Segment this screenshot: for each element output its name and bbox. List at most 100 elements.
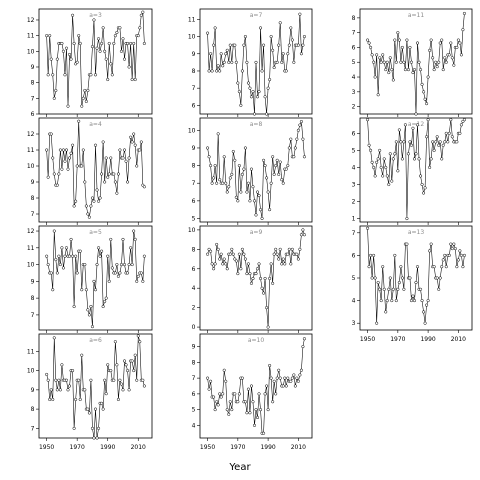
data-point (213, 408, 217, 412)
data-point (48, 397, 52, 402)
data-point (92, 279, 96, 283)
data-point (367, 41, 371, 45)
data-point (257, 392, 261, 396)
data-point (452, 242, 456, 246)
data-point (224, 262, 228, 266)
data-point (429, 157, 433, 161)
data-point (455, 45, 459, 50)
y-tick-label: 12 (27, 131, 35, 138)
data-point (258, 208, 263, 212)
data-point (434, 60, 438, 64)
data-point (432, 148, 436, 152)
data-point (78, 397, 82, 402)
y-tick-label: 6 (192, 266, 196, 273)
data-point (302, 233, 306, 237)
data-point (382, 60, 386, 64)
data-point (393, 253, 397, 257)
data-point (213, 26, 217, 30)
y-tick-label: 7 (352, 30, 356, 37)
y-tick-label: 10 (188, 127, 196, 134)
data-point (107, 172, 111, 176)
data-point (242, 167, 246, 171)
data-point (275, 60, 279, 64)
data-point (458, 41, 462, 45)
y-tick-label: 8 (31, 295, 35, 302)
data-point (115, 30, 119, 35)
data-point (277, 172, 281, 176)
y-tick-label: 5 (192, 215, 196, 222)
data-point (58, 263, 62, 267)
data-point (372, 60, 376, 64)
data-point (281, 52, 285, 56)
data-point (295, 137, 299, 141)
data-point (222, 60, 226, 64)
data-point (372, 253, 376, 257)
data-point (51, 156, 55, 160)
data-point (391, 287, 395, 291)
data-point (447, 253, 451, 257)
data-point (262, 431, 266, 435)
y-tick-label: 8 (192, 68, 196, 75)
panel-frame (199, 117, 313, 223)
data-point (215, 400, 219, 404)
data-point (206, 376, 210, 380)
data-point (206, 252, 210, 256)
data-point (260, 286, 264, 290)
data-point (69, 57, 73, 61)
data-point (299, 52, 303, 56)
data-point (124, 159, 128, 163)
data-point (289, 379, 293, 383)
data-point (222, 257, 226, 261)
data-point (45, 148, 49, 152)
panels-group: a=36789101112a=767891011a=112345678a=478… (27, 8, 473, 451)
data-point (243, 257, 247, 261)
data-point (106, 254, 110, 258)
data-point (142, 185, 146, 189)
data-point (420, 299, 424, 303)
data-point (378, 56, 382, 60)
data-point (218, 178, 222, 182)
data-point (115, 191, 119, 195)
data-point (251, 276, 255, 281)
data-point (210, 262, 214, 266)
x-tick-label: 2010 (131, 444, 146, 451)
data-point (100, 401, 104, 405)
data-point (462, 11, 466, 15)
data-point (45, 254, 49, 258)
data-point (388, 56, 392, 60)
data-point (92, 436, 96, 440)
y-tick-label: 8 (192, 163, 196, 170)
data-point (289, 137, 293, 141)
data-point (369, 148, 373, 152)
data-point (142, 384, 146, 388)
y-tick-label: 10 (188, 227, 196, 234)
data-point (462, 118, 466, 122)
panel-frame (38, 333, 153, 439)
data-point (112, 378, 116, 382)
data-point (409, 299, 414, 303)
data-point (207, 247, 211, 251)
data-point (447, 53, 451, 57)
data-point (139, 271, 143, 275)
data-point (280, 262, 284, 266)
data-point (101, 407, 105, 411)
data-point (301, 228, 305, 232)
data-point (461, 28, 465, 32)
data-point (418, 287, 423, 291)
data-point (135, 164, 139, 168)
data-point (254, 272, 258, 276)
data-point (423, 97, 427, 101)
data-point (376, 93, 380, 97)
data-point (455, 265, 459, 269)
data-point (245, 190, 249, 194)
data-point (86, 308, 90, 312)
data-point (228, 43, 232, 47)
y-tick-label: 7 (352, 230, 356, 237)
data-point (83, 88, 87, 93)
data-point (136, 34, 140, 38)
data-point (298, 373, 302, 377)
y-tick-label: 8 (31, 195, 35, 202)
data-point (268, 208, 272, 212)
data-point (237, 392, 241, 396)
data-point (405, 242, 409, 246)
